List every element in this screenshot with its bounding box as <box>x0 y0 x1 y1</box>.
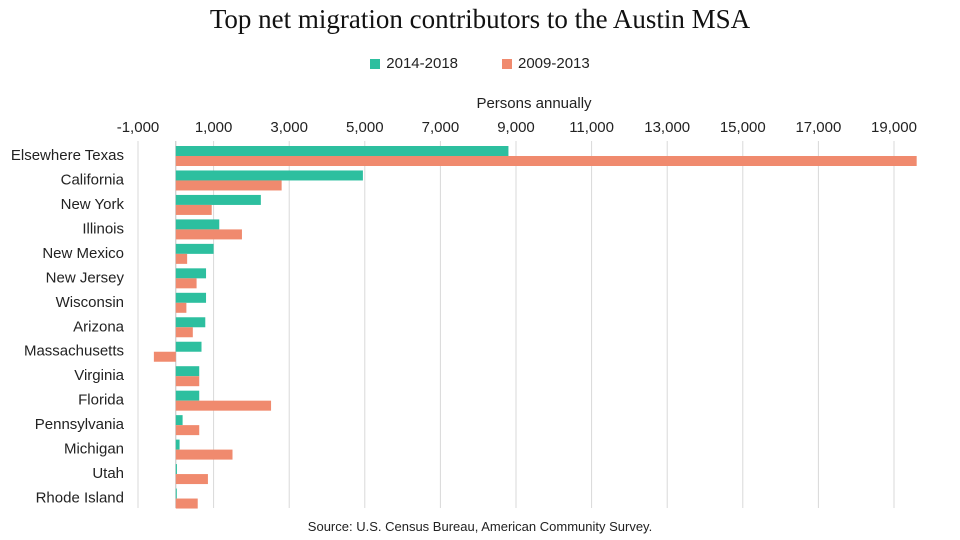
bar-series-2 <box>175 376 200 387</box>
category-label: Pennsylvania <box>35 416 125 433</box>
bar-series-2 <box>175 449 233 460</box>
bar-series-2 <box>175 156 917 166</box>
x-tick-label: 5,000 <box>346 119 384 136</box>
bar-series-2 <box>175 474 208 485</box>
chart-title: Top net migration contributors to the Au… <box>209 4 751 34</box>
x-axis-title: Persons annually <box>476 95 592 112</box>
bar-series-2 <box>175 253 188 264</box>
source-note: Source: U.S. Census Bureau, American Com… <box>307 519 653 534</box>
bar-series-1 <box>175 439 180 450</box>
category-label: Massachusetts <box>24 343 124 360</box>
legend: 2014-2018 2009-2013 <box>0 55 960 72</box>
category-label: Virginia <box>74 367 124 384</box>
bar-series-1 <box>175 488 177 499</box>
x-tick-label: 13,000 <box>644 119 690 136</box>
legend-swatch-series-1 <box>370 58 381 69</box>
legend-swatch-series-2 <box>502 58 512 69</box>
bar-series-1 <box>175 317 206 328</box>
x-tick-label: 9,000 <box>497 119 535 136</box>
category-label: New York <box>61 196 125 213</box>
bar-series-2 <box>175 204 212 215</box>
bar-series-1 <box>175 341 202 352</box>
legend-label-series-2: 2009-2013 <box>518 55 590 72</box>
category-label: New Mexico <box>42 245 124 262</box>
category-label: Wisconsin <box>56 294 124 311</box>
x-tick-label: 17,000 <box>795 119 841 136</box>
x-tick-label: 19,000 <box>871 119 917 136</box>
category-label: Rhode Island <box>36 490 124 507</box>
bar-series-1 <box>175 243 214 254</box>
category-label: New Jersey <box>46 269 125 286</box>
bar-series-2 <box>175 425 200 436</box>
bar-series-1 <box>175 464 177 475</box>
bar-series-1 <box>175 390 200 401</box>
bar-series-1 <box>175 219 220 230</box>
x-tick-label: -1,000 <box>117 119 160 136</box>
x-tick-label: 11,000 <box>569 119 614 136</box>
category-label: California <box>61 171 125 188</box>
legend-item-series-1: 2014-2018 <box>370 55 458 72</box>
bar-series-1 <box>175 366 200 377</box>
bar-series-2 <box>175 180 282 191</box>
bar-series-1 <box>175 146 509 156</box>
bar-series-2 <box>175 229 242 240</box>
bar-series-1 <box>175 194 261 205</box>
bar-series-2 <box>175 400 272 411</box>
bar-series-2 <box>175 498 198 509</box>
x-tick-label: 7,000 <box>422 119 460 136</box>
legend-item-series-2: 2009-2013 <box>502 55 590 72</box>
category-label: Arizona <box>73 318 125 335</box>
bar-series-1 <box>175 170 363 181</box>
category-label: Florida <box>78 392 125 409</box>
legend-label-series-1: 2014-2018 <box>386 55 458 72</box>
x-tick-label: 1,000 <box>195 119 233 136</box>
category-label: Elsewhere Texas <box>11 147 124 164</box>
bar-series-2 <box>175 278 197 289</box>
bar-series-2 <box>175 302 187 313</box>
bar-series-1 <box>175 268 207 279</box>
x-tick-label: 15,000 <box>720 119 766 136</box>
bar-series-2 <box>153 351 176 362</box>
category-label: Utah <box>92 465 124 482</box>
bar-series-1 <box>175 292 207 303</box>
category-label: Michigan <box>64 441 124 458</box>
x-tick-label: 3,000 <box>270 119 308 136</box>
bar-series-1 <box>175 415 183 426</box>
category-label: Illinois <box>82 220 124 237</box>
bar-series-2 <box>175 327 193 338</box>
